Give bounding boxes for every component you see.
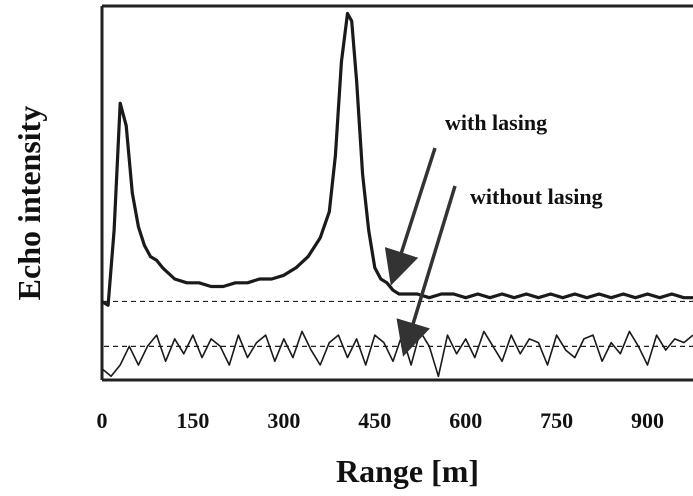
annotation-label-1: with lasing: [445, 110, 547, 135]
x-tick-label: 450: [358, 408, 391, 433]
axes: [100, 4, 693, 382]
x-tick-label: 150: [176, 408, 209, 433]
annotation-arrow-1: [384, 147, 437, 286]
y-axis-title: Echo intensity: [11, 106, 47, 301]
series-line-1: [101, 11, 693, 307]
x-axis-title: Range [m]: [336, 453, 479, 489]
baselines: [104, 300, 693, 347]
x-tick-labels: 0 150 300 450 600 750 900: [97, 408, 665, 433]
series-line-2: [101, 330, 693, 378]
x-tick-label: 750: [540, 408, 573, 433]
x-tick-label: 600: [449, 408, 482, 433]
annotation-label-2: without lasing: [470, 184, 603, 209]
annotations: with lasing without lasing: [384, 110, 603, 357]
x-tick-label: 300: [267, 408, 300, 433]
x-tick-label: 900: [631, 408, 664, 433]
series-lines: [101, 11, 693, 378]
x-tick-label: 0: [97, 408, 108, 433]
annotation-arrow-2: [396, 185, 457, 357]
